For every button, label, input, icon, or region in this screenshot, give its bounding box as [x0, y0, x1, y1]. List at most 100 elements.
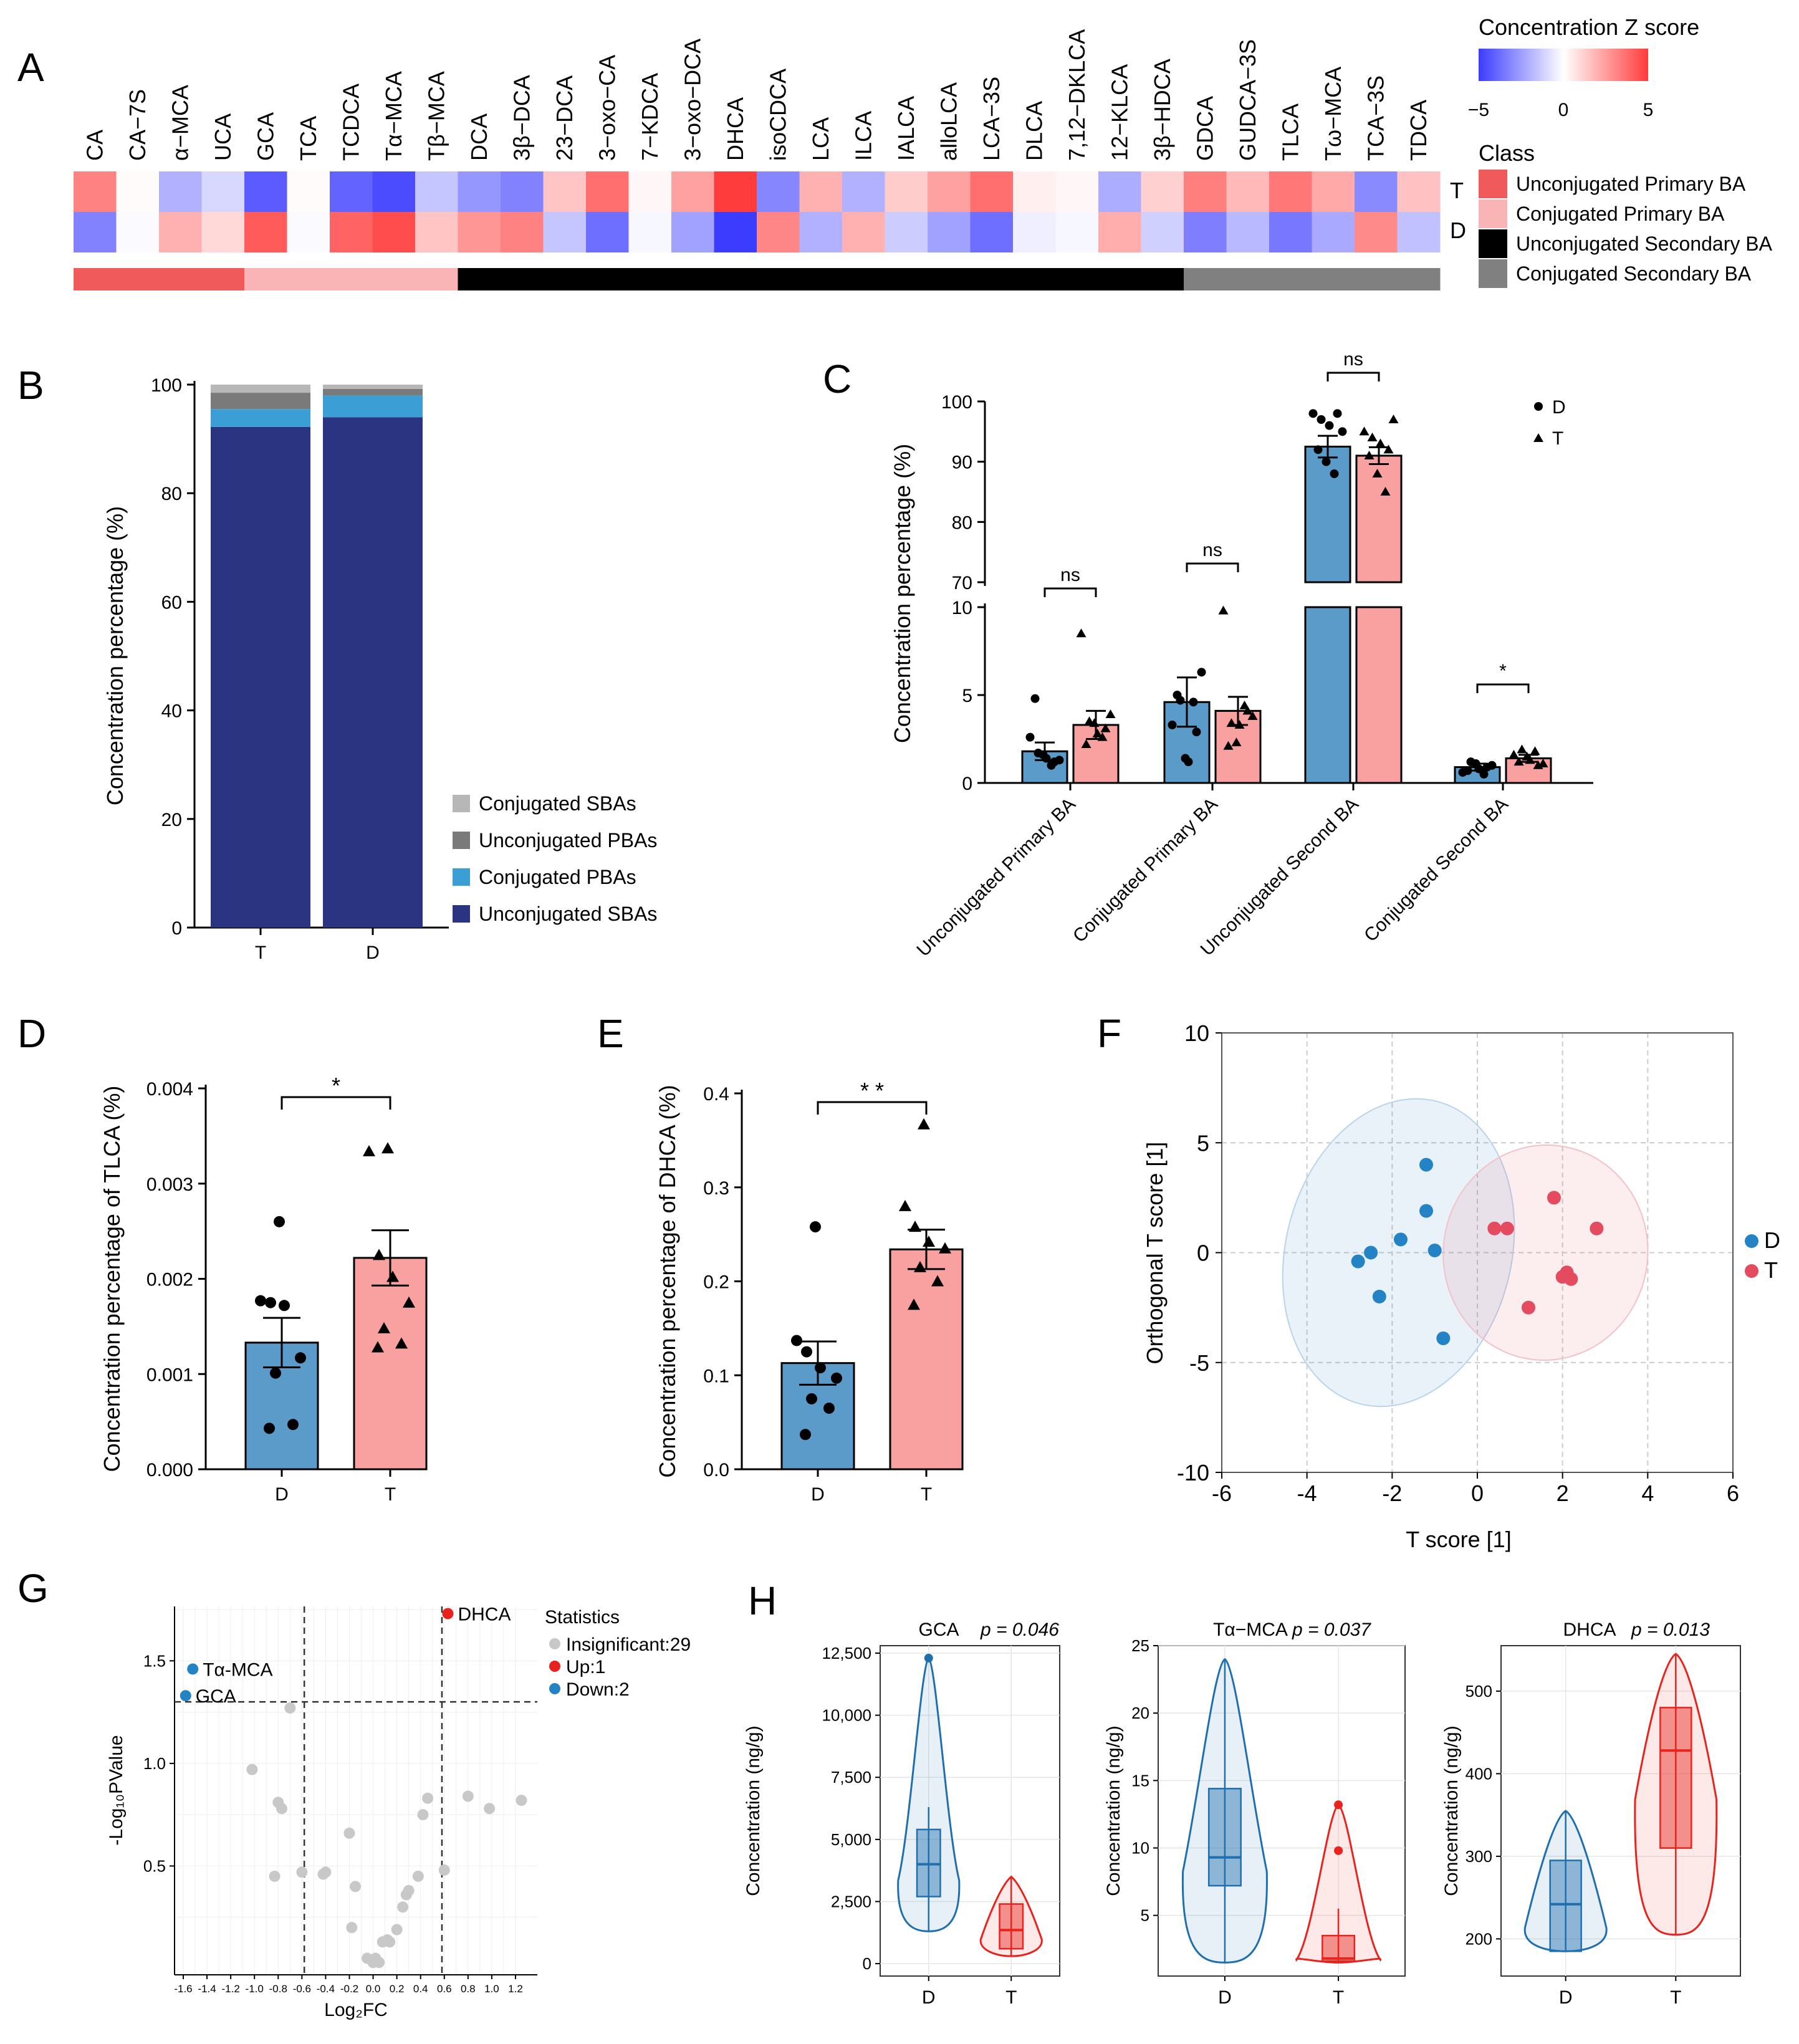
legend-label: Up:1: [566, 1657, 605, 1677]
panel-c-broken-axis-bar: 70 80 90 100 0 5 10 Concentration percentage (%…: [890, 349, 1593, 961]
bar: [1355, 606, 1403, 784]
colorbar-tick-label: −5: [1468, 100, 1489, 120]
colorbar-tick-label: 0: [1558, 100, 1569, 120]
x-tick-label: -4: [1297, 1480, 1317, 1506]
heatmap-cell-d: [159, 212, 202, 252]
plot-frame: [1158, 1645, 1406, 1977]
y-tick-label: 0: [962, 774, 972, 794]
x-tick-label: -0.2: [340, 1983, 358, 1995]
column-label: TDCA: [1406, 100, 1431, 161]
y-tick-label: -10: [1177, 1460, 1209, 1485]
heatmap-cell-t: [1312, 171, 1355, 212]
significance-label: ns: [1343, 349, 1363, 370]
x-tick-label: 1.0: [484, 1983, 499, 1995]
data-point: [1089, 718, 1100, 727]
heatmap-cell-d: [1226, 212, 1270, 252]
volcano-point: [442, 1608, 454, 1619]
column-label: isoCDCA: [765, 69, 790, 161]
volcano-point: [246, 1763, 258, 1775]
heatmap-cell-d: [970, 212, 1014, 252]
column-label: 3−oxo−CA: [594, 55, 620, 161]
volcano-point: [284, 1702, 296, 1714]
column-label: Tα−MCA: [381, 71, 406, 161]
box: [1207, 1788, 1242, 1887]
heatmap-cell-d: [1269, 212, 1312, 252]
point-label: DHCA: [458, 1605, 511, 1625]
y-tick-label: 0: [171, 918, 182, 939]
heatmap-cell-t: [1355, 171, 1398, 212]
column-label: CA: [82, 130, 107, 161]
column-label: α−MCA: [167, 85, 193, 161]
y-tick-label: 10,000: [822, 1706, 871, 1725]
heatmap-cell-d: [586, 212, 629, 252]
data-point: [381, 1142, 394, 1154]
x-tick-label: -6: [1212, 1480, 1232, 1506]
plot-background: [175, 1606, 537, 1975]
heatmap-cell-t: [1184, 171, 1227, 212]
class-legend-swatch: [1479, 259, 1507, 288]
y-tick-label: 80: [952, 512, 972, 533]
legend-swatch: [453, 832, 470, 849]
x-tick-label: -1.4: [198, 1983, 216, 1995]
y-tick-label: 0.2: [703, 1272, 729, 1293]
heatmap-cell-d: [244, 212, 287, 252]
class-legend-swatch: [1479, 170, 1507, 198]
volcano-point: [187, 1663, 199, 1675]
colorbar-title: Concentration Z score: [1479, 14, 1699, 40]
data-point: [1192, 727, 1201, 737]
significance-bracket: [817, 1101, 928, 1115]
y-tick-label: 0: [863, 1954, 871, 1973]
heatmap-cell-d: [1397, 212, 1441, 252]
x-tick-label: 0.4: [413, 1983, 428, 1995]
data-point: [1025, 732, 1035, 742]
heatmap-cell-t: [1013, 171, 1056, 212]
column-label: 12−KLCA: [1106, 64, 1132, 161]
column-label: 3β−DCA: [509, 75, 534, 161]
heatmap-cell-t: [671, 171, 714, 212]
y-tick-label: 0.1: [703, 1366, 729, 1386]
volcano-point: [350, 1881, 361, 1893]
heatmap-cell-t: [74, 171, 117, 212]
stacked-bar-segment: [211, 393, 310, 410]
data-point: [1330, 469, 1339, 478]
data-point: [1388, 415, 1399, 423]
data-point: [1359, 426, 1370, 436]
heatmap-cell-d: [501, 212, 544, 252]
heatmap-cell-t: [928, 171, 971, 212]
volcano-point: [384, 1936, 396, 1948]
x-tick-label: -2: [1382, 1480, 1402, 1506]
y-tick-label: 100: [151, 375, 182, 396]
volcano-point: [484, 1803, 496, 1815]
y-tick-label: 400: [1466, 1764, 1492, 1783]
data-point: [1367, 433, 1378, 441]
significance-bracket: [1326, 372, 1380, 381]
x-tick-label: T: [255, 943, 266, 963]
panel-a-heatmap: CA CA−7S α−MCA UCA GCA TCA TCDCA Tα−MCA Tβ−MCA DC…: [74, 14, 1773, 290]
data-point: [1338, 427, 1347, 436]
row-label: T: [1450, 178, 1464, 203]
y-tick-label: 80: [161, 484, 182, 504]
panel-letters: A B C D E F G H: [17, 45, 1121, 1623]
data-point: [1471, 759, 1480, 768]
bar: [1304, 446, 1351, 583]
class-bar-segment: [74, 268, 245, 290]
column-label: DHCA: [722, 97, 748, 161]
data-point: [909, 1221, 921, 1232]
data-point: [1223, 741, 1234, 750]
heatmap-cell-t: [330, 171, 373, 212]
y-tick-label: 0.002: [146, 1270, 193, 1290]
data-point: [1218, 605, 1229, 615]
column-label: TCA: [295, 116, 321, 161]
heatmap-cell-t: [628, 171, 672, 212]
y-tick-label: 0.3: [703, 1178, 729, 1199]
y-tick-label: 5: [962, 686, 972, 706]
legend-title: Statistics: [545, 1607, 620, 1628]
colorbar: [1479, 49, 1648, 81]
column-label: 3−oxo−DCA: [679, 39, 705, 161]
significance-label: *: [332, 1073, 340, 1098]
x-tick-label: -0.8: [269, 1983, 287, 1995]
panel-letter-c: C: [823, 357, 852, 401]
legend-label: Insignificant:29: [566, 1634, 691, 1655]
outlier-point: [1334, 1846, 1343, 1855]
